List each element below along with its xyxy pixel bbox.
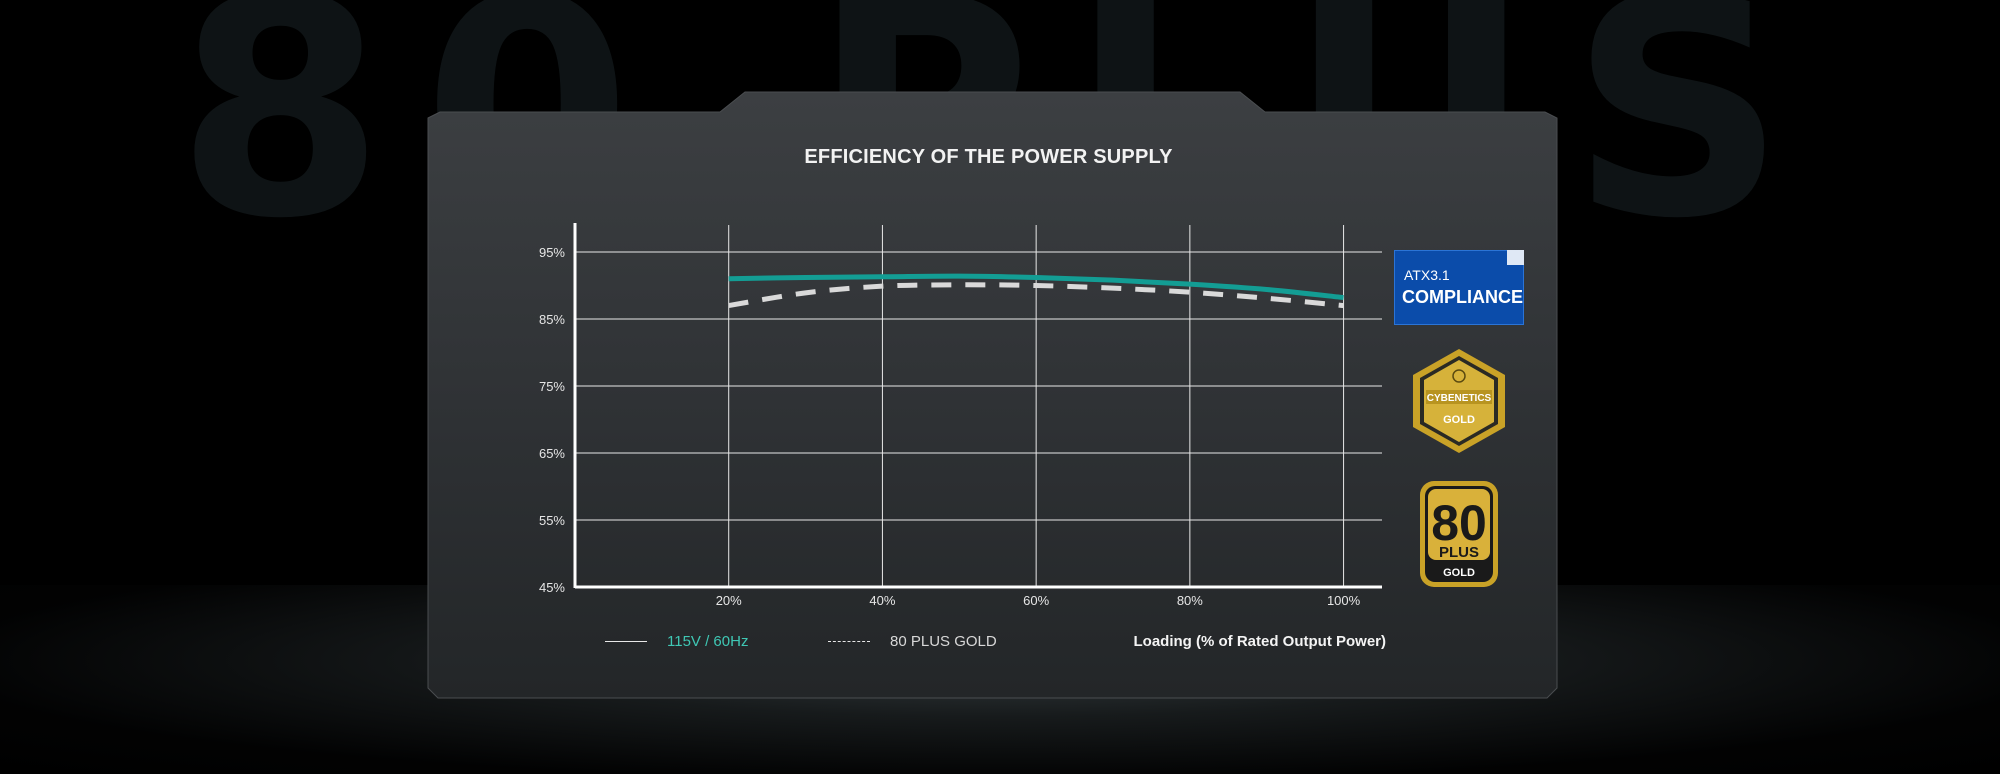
series-line-80plus-gold bbox=[728, 282, 1344, 309]
x-tick-label: 20% bbox=[716, 593, 742, 608]
legend-item-115v: 115V / 60Hz bbox=[605, 633, 748, 650]
y-tick-label: 45% bbox=[539, 580, 565, 595]
series-line-115v bbox=[728, 273, 1344, 301]
x-tick-label: 40% bbox=[869, 593, 895, 608]
x-tick-label: 100% bbox=[1327, 593, 1361, 608]
eighty-plus-gold-badge: 80 PLUS GOLD bbox=[1420, 481, 1498, 587]
x-tick-label: 80% bbox=[1177, 593, 1203, 608]
eighty-plus-tier: GOLD bbox=[1443, 567, 1475, 579]
x-tick-label: 60% bbox=[1023, 593, 1049, 608]
atx-badge-line2: COMPLIANCE bbox=[1402, 287, 1523, 307]
atx-badge-corner bbox=[1507, 250, 1524, 265]
atx-compliance-badge: ATX3.1 COMPLIANCE bbox=[1394, 250, 1524, 325]
panel-shape bbox=[427, 91, 1558, 699]
legend-swatch-dashed bbox=[828, 641, 870, 642]
y-tick-label: 55% bbox=[539, 513, 565, 528]
legend-item-80plus: 80 PLUS GOLD bbox=[828, 633, 997, 650]
legend-label-80plus: 80 PLUS GOLD bbox=[890, 633, 997, 650]
y-tick-label: 85% bbox=[539, 312, 565, 327]
legend-label-115v: 115V / 60Hz bbox=[667, 633, 749, 650]
atx-badge-bg bbox=[1394, 250, 1524, 325]
cybenetics-line1: CYBENETICS bbox=[1427, 393, 1492, 404]
chart-title: EFFICIENCY OF THE POWER SUPPLY bbox=[804, 146, 1173, 168]
bolt-icon bbox=[1452, 369, 1466, 383]
y-tick-label: 65% bbox=[539, 446, 565, 461]
legend-swatch-solid bbox=[605, 641, 647, 642]
x-axis-label: Loading (% of Rated Output Power) bbox=[1133, 633, 1386, 650]
eighty-plus-word: PLUS bbox=[1439, 544, 1479, 561]
cybenetics-line2: GOLD bbox=[1443, 414, 1475, 426]
atx-badge-line1: ATX3.1 bbox=[1404, 267, 1450, 283]
cybenetics-gold-badge: CYBENETICS GOLD bbox=[1413, 349, 1505, 453]
y-tick-label: 75% bbox=[539, 379, 565, 394]
eighty-plus-number: 80 bbox=[1431, 495, 1487, 551]
y-tick-label: 95% bbox=[539, 245, 565, 260]
